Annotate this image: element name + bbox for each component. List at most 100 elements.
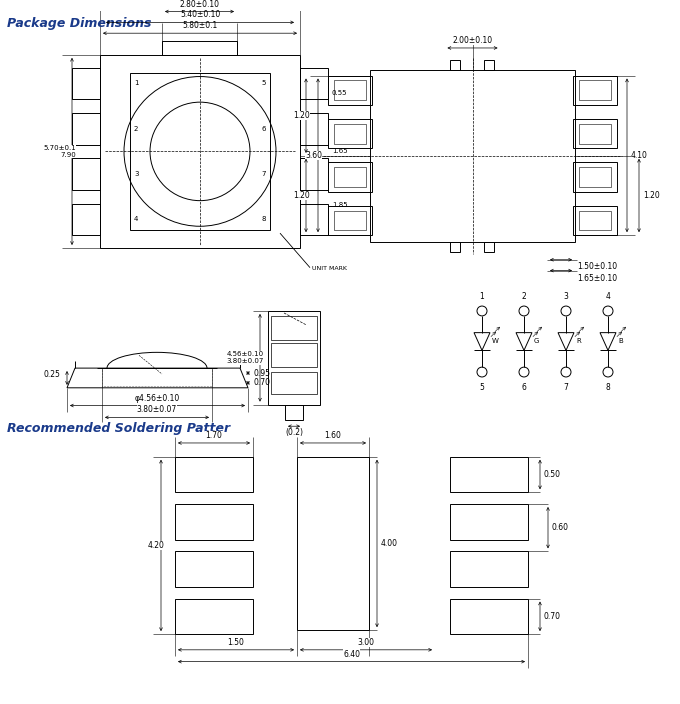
Bar — [484, 60, 494, 70]
Text: 1.50: 1.50 — [228, 638, 244, 647]
Text: 0.50: 0.50 — [544, 470, 561, 479]
Text: 5.80±0.1: 5.80±0.1 — [182, 21, 218, 30]
Bar — [328, 206, 372, 235]
Bar — [450, 504, 528, 539]
Text: 1.20: 1.20 — [293, 191, 310, 200]
Text: 6: 6 — [262, 126, 266, 132]
Text: 4.56±0.10
3.80±0.07: 4.56±0.10 3.80±0.07 — [226, 351, 264, 364]
Bar — [450, 551, 528, 586]
Text: 6.40: 6.40 — [343, 650, 360, 659]
Bar — [328, 119, 372, 149]
Bar — [328, 75, 372, 105]
Bar — [72, 158, 100, 190]
Bar — [334, 210, 366, 230]
Text: 1.50±0.10: 1.50±0.10 — [577, 262, 617, 271]
Bar — [300, 203, 328, 235]
Text: 2: 2 — [522, 292, 526, 301]
Bar — [328, 162, 372, 191]
Bar — [300, 158, 328, 190]
Bar — [450, 242, 460, 252]
Text: 3.00: 3.00 — [358, 638, 375, 647]
Bar — [271, 372, 317, 394]
Bar — [334, 167, 366, 187]
Bar — [450, 60, 460, 70]
Bar — [573, 206, 617, 235]
Bar — [334, 80, 366, 100]
Bar — [72, 203, 100, 235]
Text: 4: 4 — [606, 292, 611, 301]
Text: 8: 8 — [606, 383, 611, 392]
Text: 5.70±0.1
7.90: 5.70±0.1 7.90 — [44, 145, 76, 158]
Text: 3.80±0.07: 3.80±0.07 — [137, 406, 177, 415]
Bar — [334, 124, 366, 144]
Text: Package Dimensions: Package Dimensions — [7, 18, 152, 30]
Bar — [579, 124, 611, 144]
Text: 1.20: 1.20 — [293, 111, 310, 120]
Bar — [100, 55, 300, 248]
Bar — [271, 316, 317, 339]
Text: R: R — [576, 337, 581, 344]
Bar — [285, 405, 303, 420]
Text: 0.55: 0.55 — [332, 91, 347, 96]
Text: 5.40±0.10: 5.40±0.10 — [180, 11, 220, 20]
Bar — [72, 113, 100, 144]
Bar — [300, 68, 328, 99]
Text: 4.10: 4.10 — [631, 151, 648, 160]
Text: 0.25: 0.25 — [43, 370, 60, 379]
Text: 1.70: 1.70 — [205, 431, 222, 440]
Bar — [300, 113, 328, 144]
Bar — [450, 457, 528, 492]
Text: 4: 4 — [134, 216, 138, 222]
Bar — [72, 68, 100, 99]
Bar — [268, 311, 320, 405]
Text: 3: 3 — [134, 171, 139, 177]
Text: (0.2): (0.2) — [285, 428, 303, 437]
Text: 0.70: 0.70 — [544, 612, 561, 621]
Bar — [175, 551, 253, 586]
Text: 7: 7 — [564, 383, 568, 392]
Bar — [573, 75, 617, 105]
Bar — [450, 598, 528, 634]
Bar — [579, 210, 611, 230]
Text: 1: 1 — [479, 292, 484, 301]
Text: 4.00: 4.00 — [381, 539, 398, 548]
Text: 0.70: 0.70 — [254, 378, 271, 387]
Text: 1: 1 — [134, 80, 139, 87]
Text: 5: 5 — [262, 80, 266, 87]
Bar — [573, 162, 617, 191]
Text: 2: 2 — [134, 126, 138, 132]
Bar — [162, 41, 237, 55]
Text: 1.60: 1.60 — [324, 431, 341, 440]
Text: W: W — [492, 337, 499, 344]
Text: 1.65: 1.65 — [332, 149, 347, 154]
Text: G: G — [534, 337, 539, 344]
Text: 0.95: 0.95 — [254, 368, 271, 377]
Text: B: B — [618, 337, 623, 344]
Text: 1.20: 1.20 — [643, 191, 660, 200]
Text: 3: 3 — [564, 292, 568, 301]
Text: 8: 8 — [262, 216, 266, 222]
Text: 1.65±0.10: 1.65±0.10 — [577, 274, 617, 282]
Bar — [484, 242, 494, 252]
Bar — [175, 598, 253, 634]
Text: Recommended Soldering Patter: Recommended Soldering Patter — [7, 422, 230, 435]
Text: 5: 5 — [479, 383, 484, 392]
Text: 6: 6 — [522, 383, 526, 392]
Bar — [579, 167, 611, 187]
Bar — [573, 119, 617, 149]
Bar — [297, 457, 369, 630]
Bar — [271, 344, 317, 367]
Bar — [175, 457, 253, 492]
Text: φ4.56±0.10: φ4.56±0.10 — [135, 394, 180, 403]
Text: 4.20: 4.20 — [148, 541, 165, 550]
Text: UNIT MARK: UNIT MARK — [312, 266, 347, 271]
Text: 0.60: 0.60 — [552, 523, 569, 532]
Bar — [370, 70, 575, 242]
Bar — [130, 73, 270, 230]
Text: 3.60: 3.60 — [305, 151, 322, 160]
Text: 7: 7 — [262, 171, 266, 177]
Bar — [579, 80, 611, 100]
Text: 1.85: 1.85 — [332, 203, 347, 208]
Bar — [175, 504, 253, 539]
Text: 2.80±0.10: 2.80±0.10 — [180, 0, 220, 8]
